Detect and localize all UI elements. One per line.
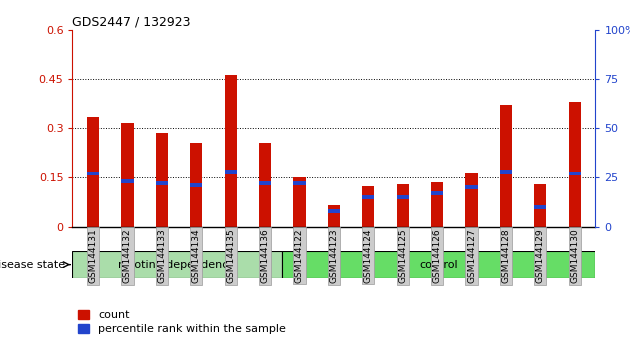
Text: GSM144122: GSM144122 (295, 228, 304, 283)
Bar (282, 251, 595, 278)
Legend: count, percentile rank within the sample: count, percentile rank within the sample (78, 310, 286, 334)
Text: disease state: disease state (0, 259, 66, 270)
Bar (431, 182, 443, 227)
Bar (156, 133, 168, 227)
Text: GSM144127: GSM144127 (467, 228, 476, 283)
Text: GSM144125: GSM144125 (398, 228, 407, 283)
Bar (122, 179, 134, 183)
Bar (397, 195, 409, 199)
Text: GSM144123: GSM144123 (329, 228, 338, 283)
Text: GSM144126: GSM144126 (433, 228, 442, 283)
Bar (72, 251, 282, 278)
Text: GSM144132: GSM144132 (123, 228, 132, 283)
Bar (87, 172, 99, 176)
Text: GSM144131: GSM144131 (89, 228, 98, 283)
Bar (362, 185, 374, 227)
Bar (569, 102, 581, 227)
Bar (431, 191, 443, 195)
Bar (362, 195, 374, 199)
Bar (466, 185, 478, 189)
Text: GDS2447 / 132923: GDS2447 / 132923 (72, 16, 191, 29)
Bar (190, 143, 202, 227)
Bar (534, 184, 546, 227)
Text: nicotine dependence: nicotine dependence (118, 259, 236, 270)
Bar (156, 181, 168, 185)
Bar (87, 117, 99, 227)
Bar (500, 105, 512, 227)
Text: GSM144136: GSM144136 (261, 228, 270, 283)
Text: GSM144134: GSM144134 (192, 228, 201, 283)
Text: GSM144129: GSM144129 (536, 228, 545, 283)
Bar (259, 181, 271, 185)
Bar (225, 75, 237, 227)
Bar (190, 183, 202, 187)
Text: GSM144128: GSM144128 (501, 228, 510, 283)
Bar (569, 172, 581, 176)
Text: GSM144135: GSM144135 (226, 228, 235, 283)
Bar (328, 209, 340, 213)
Text: GSM144133: GSM144133 (158, 228, 166, 283)
Bar (294, 181, 306, 185)
Bar (225, 170, 237, 173)
Text: GSM144130: GSM144130 (570, 228, 579, 283)
Bar (500, 170, 512, 173)
Bar (534, 205, 546, 209)
Bar (466, 172, 478, 227)
Bar (122, 124, 134, 227)
Bar (328, 205, 340, 227)
Text: control: control (419, 259, 458, 270)
Bar (294, 177, 306, 227)
Text: GSM144124: GSM144124 (364, 228, 373, 283)
Bar (259, 143, 271, 227)
Bar (397, 184, 409, 227)
